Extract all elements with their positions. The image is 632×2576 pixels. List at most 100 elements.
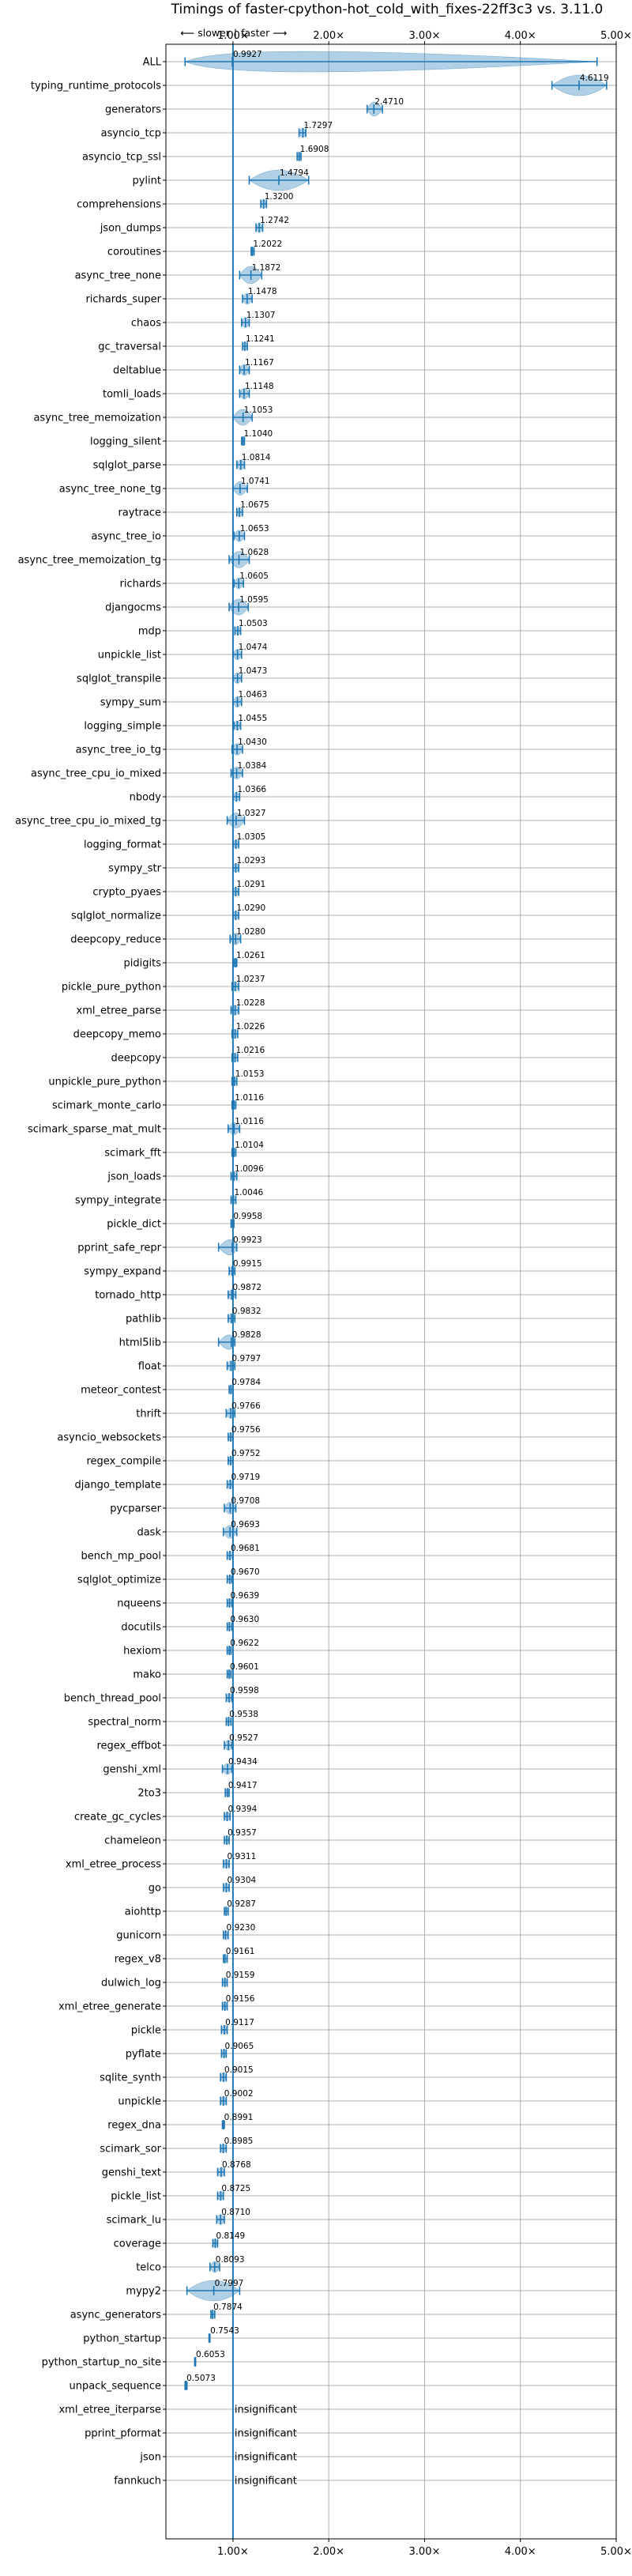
benchmark-label: python_startup [83,2333,161,2345]
benchmark-label: asyncio_tcp_ssl [82,152,161,164]
benchmark-label: async_tree_cpu_io_mixed_tg [15,816,161,828]
benchmark-label: deepcopy_reduce [70,934,161,946]
value-label: 0.9797 [231,1354,261,1363]
value-label: 4.6119 [580,74,609,83]
value-label: 0.8093 [216,2255,245,2265]
benchmark-label: float [138,1361,161,1373]
benchmark-label: chameleon [104,1835,161,1847]
value-label: 0.7997 [215,2279,244,2288]
value-label: 0.8985 [224,2137,254,2146]
benchmark-label: typing_runtime_protocols [31,81,161,92]
benchmark-label: sqlglot_parse [93,460,161,472]
benchmark-label: asyncio_tcp [101,128,161,140]
value-label: 0.5073 [186,2374,216,2383]
benchmark-label: async_tree_none_tg [59,484,161,496]
value-label: 1.0741 [241,477,270,486]
value-label: 1.0455 [238,714,267,723]
value-label: 1.0228 [236,998,265,1008]
benchmark-label: go [149,1883,161,1895]
value-label: 1.0473 [239,666,268,676]
benchmark-label: gc_traversal [98,341,161,353]
benchmark-label: fannkuch [114,2476,161,2487]
value-label: 0.9681 [231,1544,260,1553]
benchmark-label: create_gc_cycles [74,1812,161,1824]
benchmark-label: pidigits [124,958,162,970]
value-label: 1.0046 [234,1188,263,1197]
benchmark-label: scimark_sor [100,2144,161,2155]
value-label: 1.0104 [235,1141,264,1150]
value-label: 0.9630 [230,1615,259,1624]
bottom-tick-label: 3.00× [409,2546,441,2558]
benchmark-label: telco [136,2262,161,2274]
benchmark-label: sympy_sum [100,697,161,709]
benchmark-label: async_tree_none [75,270,161,282]
benchmark-label: tomli_loads [103,389,161,401]
benchmark-label: hexiom [123,1646,161,1658]
value-label: 0.9538 [229,1710,258,1719]
benchmark-label: pathlib [126,1314,161,1326]
value-label: 1.0226 [236,1022,265,1032]
benchmark-label: spectral_norm [88,1717,161,1729]
top-tick-label: 3.00× [409,30,441,42]
benchmark-label: coverage [114,2238,161,2250]
value-label: 1.7297 [303,121,333,130]
benchmark-label: raytrace [118,507,161,519]
value-label: 1.0463 [239,690,268,700]
direction-labels: ⟵ slower | faster ⟶ [180,27,287,39]
benchmark-label: deepcopy_memo [73,1029,161,1041]
benchmark-label: genshi_xml [103,1764,161,1776]
value-label: 0.9230 [227,1923,256,1933]
benchmark-label: scimark_fft [104,1148,161,1160]
benchmark-label: meteor_contest [81,1385,161,1397]
value-label: 1.0290 [236,903,265,913]
value-label: 0.9670 [231,1567,260,1577]
value-label: 0.9015 [224,2065,254,2075]
benchmark-label: logging_simple [84,721,161,733]
value-label: 0.9923 [233,1235,262,1245]
benchmark-label: html5lib [119,1337,161,1349]
benchmark-label: unpack_sequence [69,2381,161,2393]
value-label: 1.1040 [244,429,273,439]
value-label: 0.9002 [224,2089,254,2099]
value-label: 1.1167 [245,358,274,368]
value-label: 0.9161 [226,1947,255,1956]
value-label: 0.9159 [226,1971,255,1980]
benchmark-label: scimark_monte_carlo [52,1100,161,1112]
value-label: 0.9708 [231,1496,260,1506]
value-label: 1.0814 [242,453,271,462]
benchmark-label: regex_effbot [96,1741,161,1752]
benchmark-label: mypy2 [126,2286,161,2298]
benchmark-label: xml_etree_generate [58,2001,161,2013]
benchmark-label: ALL [143,57,162,69]
insignificant-label: insignificant [235,2452,297,2464]
value-label: 1.0653 [240,524,269,534]
value-label: 1.0675 [240,500,269,510]
value-label: 1.1148 [245,382,274,391]
value-label: 0.7543 [210,2326,239,2336]
benchmark-label: logging_silent [90,436,161,448]
value-label: 0.9766 [231,1401,261,1411]
benchmark-label: mdp [138,626,161,638]
value-label: 1.0116 [235,1093,264,1103]
value-label: 1.1053 [244,405,273,415]
value-label: 0.9756 [231,1425,261,1435]
value-label: 0.8725 [221,2184,250,2193]
value-label: 1.2742 [260,216,289,225]
benchmark-label: djangocms [105,602,161,614]
value-label: 0.6053 [196,2350,225,2359]
value-label: 0.9828 [232,1330,261,1340]
value-label: 1.0261 [236,951,265,960]
benchmark-label: comprehensions [77,199,161,211]
value-label: 0.9601 [230,1662,259,1672]
value-label: 1.0096 [235,1164,264,1174]
direction-separator: | [234,27,237,39]
benchmark-label: pycparser [110,1503,161,1515]
bottom-tick-label: 1.00× [217,2546,249,2558]
value-label: 0.7874 [213,2303,243,2312]
benchmark-label: chaos [131,318,161,330]
top-tick-label: 5.00× [600,30,632,42]
benchmark-label: regex_dna [107,2120,161,2132]
faster-label: faster ⟶ [241,27,287,39]
benchmark-label: 2to3 [137,1788,161,1800]
